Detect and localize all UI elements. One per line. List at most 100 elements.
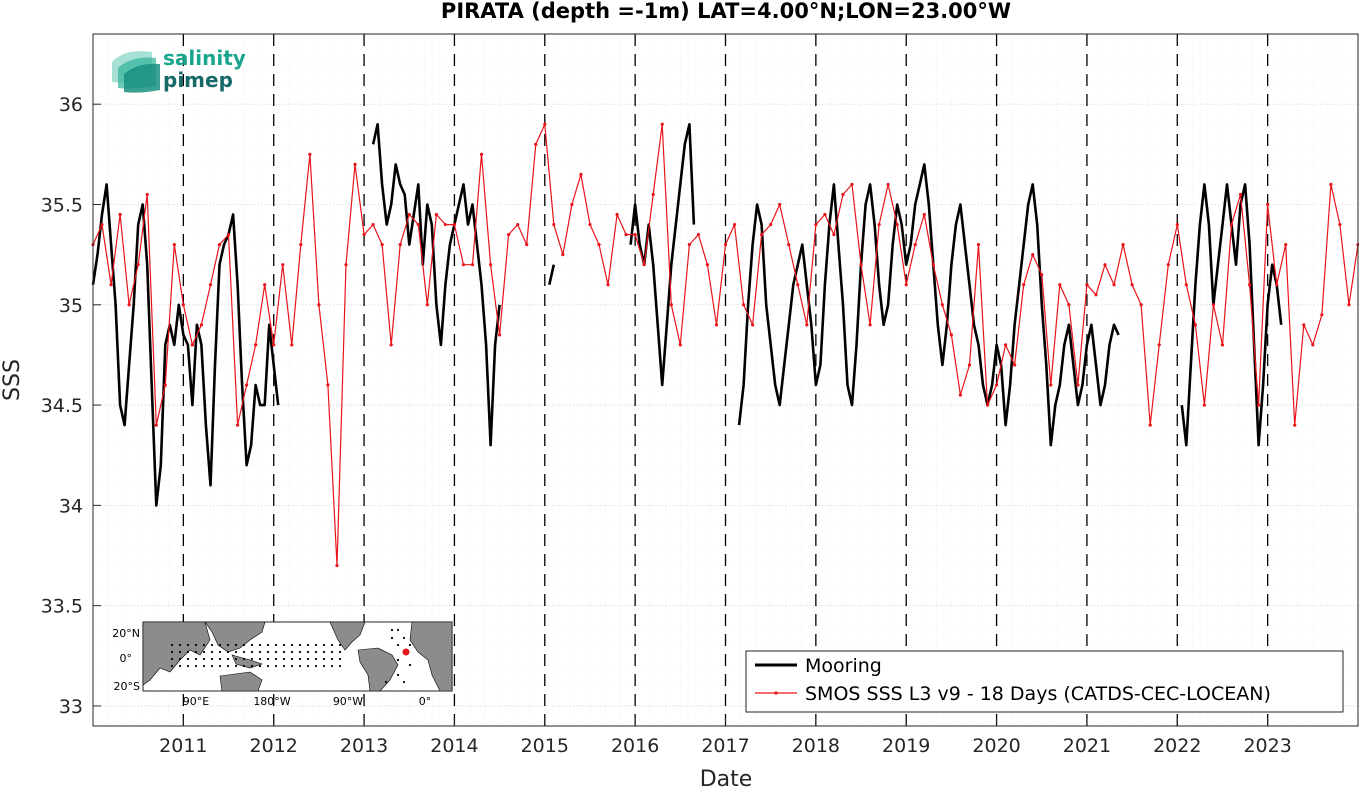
inset-lat-label-0: 0° [120, 652, 133, 665]
smos-series-point [543, 122, 547, 126]
x-tick-label: 2019 [882, 735, 930, 757]
inset-buoy-dot [384, 680, 388, 684]
inset-buoy-dot [266, 664, 270, 668]
smos-series-point [868, 323, 872, 327]
smos-series-point [751, 323, 755, 327]
smos-series-point [1022, 283, 1026, 287]
inset-buoy-dot [266, 643, 270, 647]
smos-series-point [895, 222, 899, 227]
smos-series-point [922, 212, 926, 217]
smos-series-point [1275, 283, 1279, 287]
smos-series-point [714, 323, 719, 327]
legend-mooring-label: Mooring [805, 655, 882, 677]
major-grid [93, 103, 1358, 707]
mooring-series-line [629, 123, 696, 387]
smos-series-point [109, 283, 113, 287]
inset-buoy-dot [178, 650, 182, 654]
smos-series-point [353, 162, 357, 166]
smos-series-point [696, 232, 700, 237]
smos-series-point [1320, 313, 1324, 317]
smos-series-point [796, 283, 800, 287]
legend-box [745, 650, 1344, 713]
inset-buoy-dot [338, 664, 342, 668]
logo-waves-icon [112, 51, 160, 93]
smos-series-point [769, 222, 773, 227]
x-tick-label: 2022 [1153, 735, 1201, 757]
smos-series-point [850, 182, 854, 187]
y-tick-label: 33 [59, 696, 83, 718]
smos-series-point [787, 243, 791, 247]
smos-series-point [1266, 202, 1270, 207]
smos-series-point [299, 243, 303, 247]
smos-series-point [1121, 243, 1125, 247]
smos-series-point [1238, 192, 1243, 197]
smos-series-point [1112, 283, 1116, 287]
smos-series-point [1094, 293, 1098, 297]
inset-buoy-dot [250, 650, 254, 654]
chart-title: PIRATA (depth =-1m) LAT=4.00°N;LON=23.00… [441, 0, 1011, 23]
smos-series-point [398, 243, 402, 247]
inset-buoy-dot [402, 636, 406, 640]
smos-series-point [425, 303, 429, 307]
smos-series-point [823, 212, 827, 217]
smos-series-point [1175, 222, 1179, 227]
inset-buoy-dot [298, 643, 302, 647]
inset-buoy-dot [298, 657, 302, 661]
y-axis-ticks: 33 33.5 34 34.5 35 35.5 36 [41, 94, 101, 718]
smos-series-point [516, 222, 520, 227]
smos-series-point [760, 232, 764, 237]
smos-series-point [660, 122, 664, 126]
smos-series-point [534, 142, 538, 146]
smos-series-point [154, 423, 158, 427]
inset-buoy-dot [306, 650, 310, 654]
inset-lon-label-90w: 90°W [333, 695, 363, 708]
smos-series-point [814, 222, 818, 227]
smos-series-point [525, 243, 529, 247]
smos-series-point [208, 283, 213, 287]
smos-series-point [1085, 283, 1089, 287]
smos-series-point [1229, 222, 1234, 227]
inset-buoy-dot [234, 657, 238, 661]
x-tick-label: 2013 [340, 735, 388, 757]
inset-buoy-dot [258, 643, 262, 647]
inset-buoy-dot [194, 657, 198, 661]
smos-series-point [1103, 263, 1107, 267]
legend: Mooring SMOS SSS L3 v9 - 18 Days (CATDS-… [745, 650, 1344, 713]
mooring-series-line [548, 264, 556, 285]
mooring-series-line [91, 183, 280, 507]
inset-buoy-dot [170, 643, 174, 647]
smos-series-point [479, 152, 484, 156]
inset-buoy-dot [234, 664, 238, 668]
smos-series-point [805, 323, 809, 327]
smos-series-point [985, 403, 990, 407]
smos-series-point [561, 253, 565, 257]
inset-buoy-dot [202, 643, 206, 647]
smos-series-point [1293, 423, 1297, 427]
smos-series-point [877, 222, 881, 227]
smos-series-point [1184, 283, 1188, 287]
smos-series-point [181, 303, 185, 307]
x-axis-label: Date [700, 767, 753, 790]
smos-series-point [263, 283, 267, 287]
inset-lat-label-20s: 20°S [114, 680, 140, 693]
smos-series-point [913, 243, 917, 247]
smos-series-point [1302, 323, 1306, 327]
inset-lat-label-20n: 20°N [112, 627, 140, 640]
salinity-pimep-logo: salinity pimep [112, 46, 246, 93]
inset-buoy-dot [402, 680, 406, 684]
y-tick-label: 36 [59, 94, 83, 116]
inset-buoy-dot [274, 643, 278, 647]
smos-series-point [976, 243, 981, 247]
x-tick-label: 2018 [792, 735, 840, 757]
inset-buoy-dot [226, 664, 230, 668]
inset-buoy-dot [306, 664, 310, 668]
inset-map: 20°N 0° 20°S 90°E 180°W 90°W 0° [112, 621, 453, 708]
smos-series-point [615, 212, 619, 217]
smos-series-point [606, 283, 610, 287]
smos-series-point [235, 423, 240, 427]
smos-series-point [118, 212, 122, 217]
inset-buoy-dot [274, 650, 278, 654]
smos-series-point [172, 243, 176, 247]
inset-buoy-dot [306, 643, 310, 647]
inset-buoy-dot [186, 643, 190, 647]
